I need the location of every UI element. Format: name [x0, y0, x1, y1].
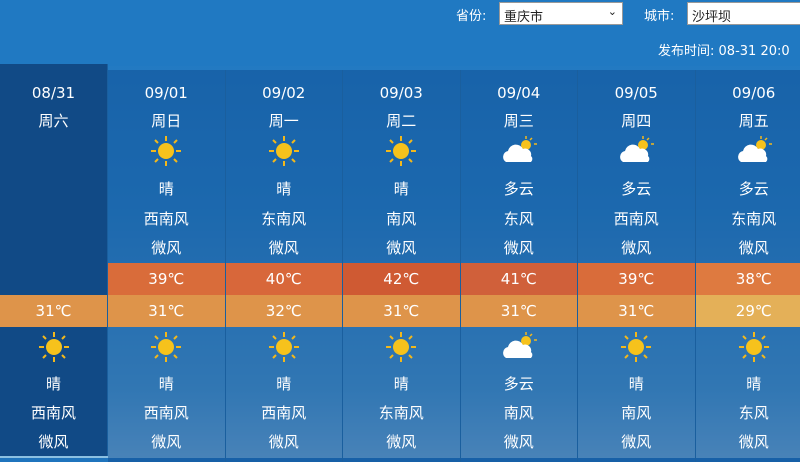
- weekday: 周四: [578, 110, 695, 131]
- day-wind-level: 微风: [461, 237, 578, 258]
- day-wind-level: 微风: [343, 237, 460, 258]
- day-weather: 多云: [696, 178, 800, 199]
- low-temp: 31℃: [108, 295, 225, 327]
- date: 09/06: [696, 84, 800, 102]
- night-weather: 多云: [461, 373, 578, 394]
- night-wind: 西南风: [108, 402, 225, 423]
- cloud-sun-icon: [735, 134, 773, 172]
- low-temp: 29℃: [696, 295, 800, 327]
- low-temp: 31℃: [578, 295, 695, 327]
- city-value: 沙坪坝: [692, 10, 731, 25]
- high-temp: 38℃: [696, 263, 800, 295]
- night-wind-level: 微风: [696, 431, 800, 452]
- publish-value: 08-31 20:0: [719, 44, 790, 59]
- date: 09/03: [343, 84, 460, 102]
- sun-icon: [619, 330, 653, 368]
- high-temp: 42℃: [343, 263, 460, 295]
- night-wind: 南风: [578, 402, 695, 423]
- sun-icon: [267, 134, 301, 172]
- day-wind: 西南风: [108, 208, 225, 229]
- weekday: 周六: [0, 110, 107, 131]
- sun-icon: [149, 330, 183, 368]
- sun-icon: [384, 330, 418, 368]
- sun-icon: [384, 134, 418, 172]
- day-wind: 南风: [343, 208, 460, 229]
- day-weather: 多云: [461, 178, 578, 199]
- cloud-sun-icon: [500, 330, 538, 368]
- day-wind: 东南风: [226, 208, 343, 229]
- low-temp: 31℃: [461, 295, 578, 327]
- weekday: 周日: [108, 110, 225, 131]
- day-wind-level: 微风: [226, 237, 343, 258]
- night-wind-level: 微风: [343, 431, 460, 452]
- high-temp: 41℃: [461, 263, 578, 295]
- night-wind: 西南风: [226, 402, 343, 423]
- province-value: 重庆市: [504, 10, 543, 25]
- day-wind-level: 微风: [108, 237, 225, 258]
- night-wind-level: 微风: [226, 431, 343, 452]
- date: 09/04: [461, 84, 578, 102]
- sun-icon: [737, 330, 771, 368]
- night-weather: 晴: [578, 373, 695, 394]
- date: 08/31: [0, 84, 107, 102]
- high-temp: 39℃: [108, 263, 225, 295]
- day-wind-level: 微风: [578, 237, 695, 258]
- cloud-sun-icon: [617, 134, 655, 172]
- day-wind-level: 微风: [696, 237, 800, 258]
- day-weather: 多云: [578, 178, 695, 199]
- day-weather: 晴: [343, 178, 460, 199]
- sun-icon: [149, 134, 183, 172]
- day-column: 08/31 周六 31℃ 晴西南风微风: [0, 64, 108, 456]
- publish-time: 发布时间: 08-31 20:0: [658, 40, 790, 59]
- top-bar: 省份: 重庆市 ⌄ 城市: 沙坪坝 发布时间: 08-31 20:0: [0, 0, 800, 66]
- sun-icon: [37, 330, 71, 368]
- day-wind: 东南风: [696, 208, 800, 229]
- day-weather: 晴: [226, 178, 343, 199]
- province-label: 省份:: [456, 5, 486, 24]
- night-wind-level: 微风: [578, 431, 695, 452]
- low-temp: 31℃: [343, 295, 460, 327]
- province-select[interactable]: 重庆市 ⌄: [499, 2, 623, 25]
- day-wind: 东风: [461, 208, 578, 229]
- high-temp: 40℃: [226, 263, 343, 295]
- weekday: 周二: [343, 110, 460, 131]
- night-weather: 晴: [696, 373, 800, 394]
- low-temp: 31℃: [0, 295, 107, 327]
- cloud-sun-icon: [500, 134, 538, 172]
- night-wind: 东风: [696, 402, 800, 423]
- weekday: 周一: [226, 110, 343, 131]
- night-wind-level: 微风: [461, 431, 578, 452]
- sun-icon: [267, 330, 301, 368]
- publish-label: 发布时间:: [658, 44, 714, 59]
- city-label: 城市:: [644, 5, 674, 24]
- night-wind: 东南风: [343, 402, 460, 423]
- night-wind: 南风: [461, 402, 578, 423]
- day-wind: 西南风: [578, 208, 695, 229]
- date: 09/02: [226, 84, 343, 102]
- date: 09/05: [578, 84, 695, 102]
- night-weather: 晴: [226, 373, 343, 394]
- chevron-down-icon: ⌄: [608, 5, 617, 18]
- night-weather: 晴: [0, 373, 107, 394]
- night-weather: 晴: [343, 373, 460, 394]
- night-wind: 西南风: [0, 402, 107, 423]
- day-weather: 晴: [108, 178, 225, 199]
- low-temp: 32℃: [226, 295, 343, 327]
- weekday: 周五: [696, 110, 800, 131]
- date: 09/01: [108, 84, 225, 102]
- city-select[interactable]: 沙坪坝: [687, 2, 800, 25]
- high-temp: 39℃: [578, 263, 695, 295]
- weekday: 周三: [461, 110, 578, 131]
- night-weather: 晴: [108, 373, 225, 394]
- night-wind-level: 微风: [108, 431, 225, 452]
- night-wind-level: 微风: [0, 431, 107, 452]
